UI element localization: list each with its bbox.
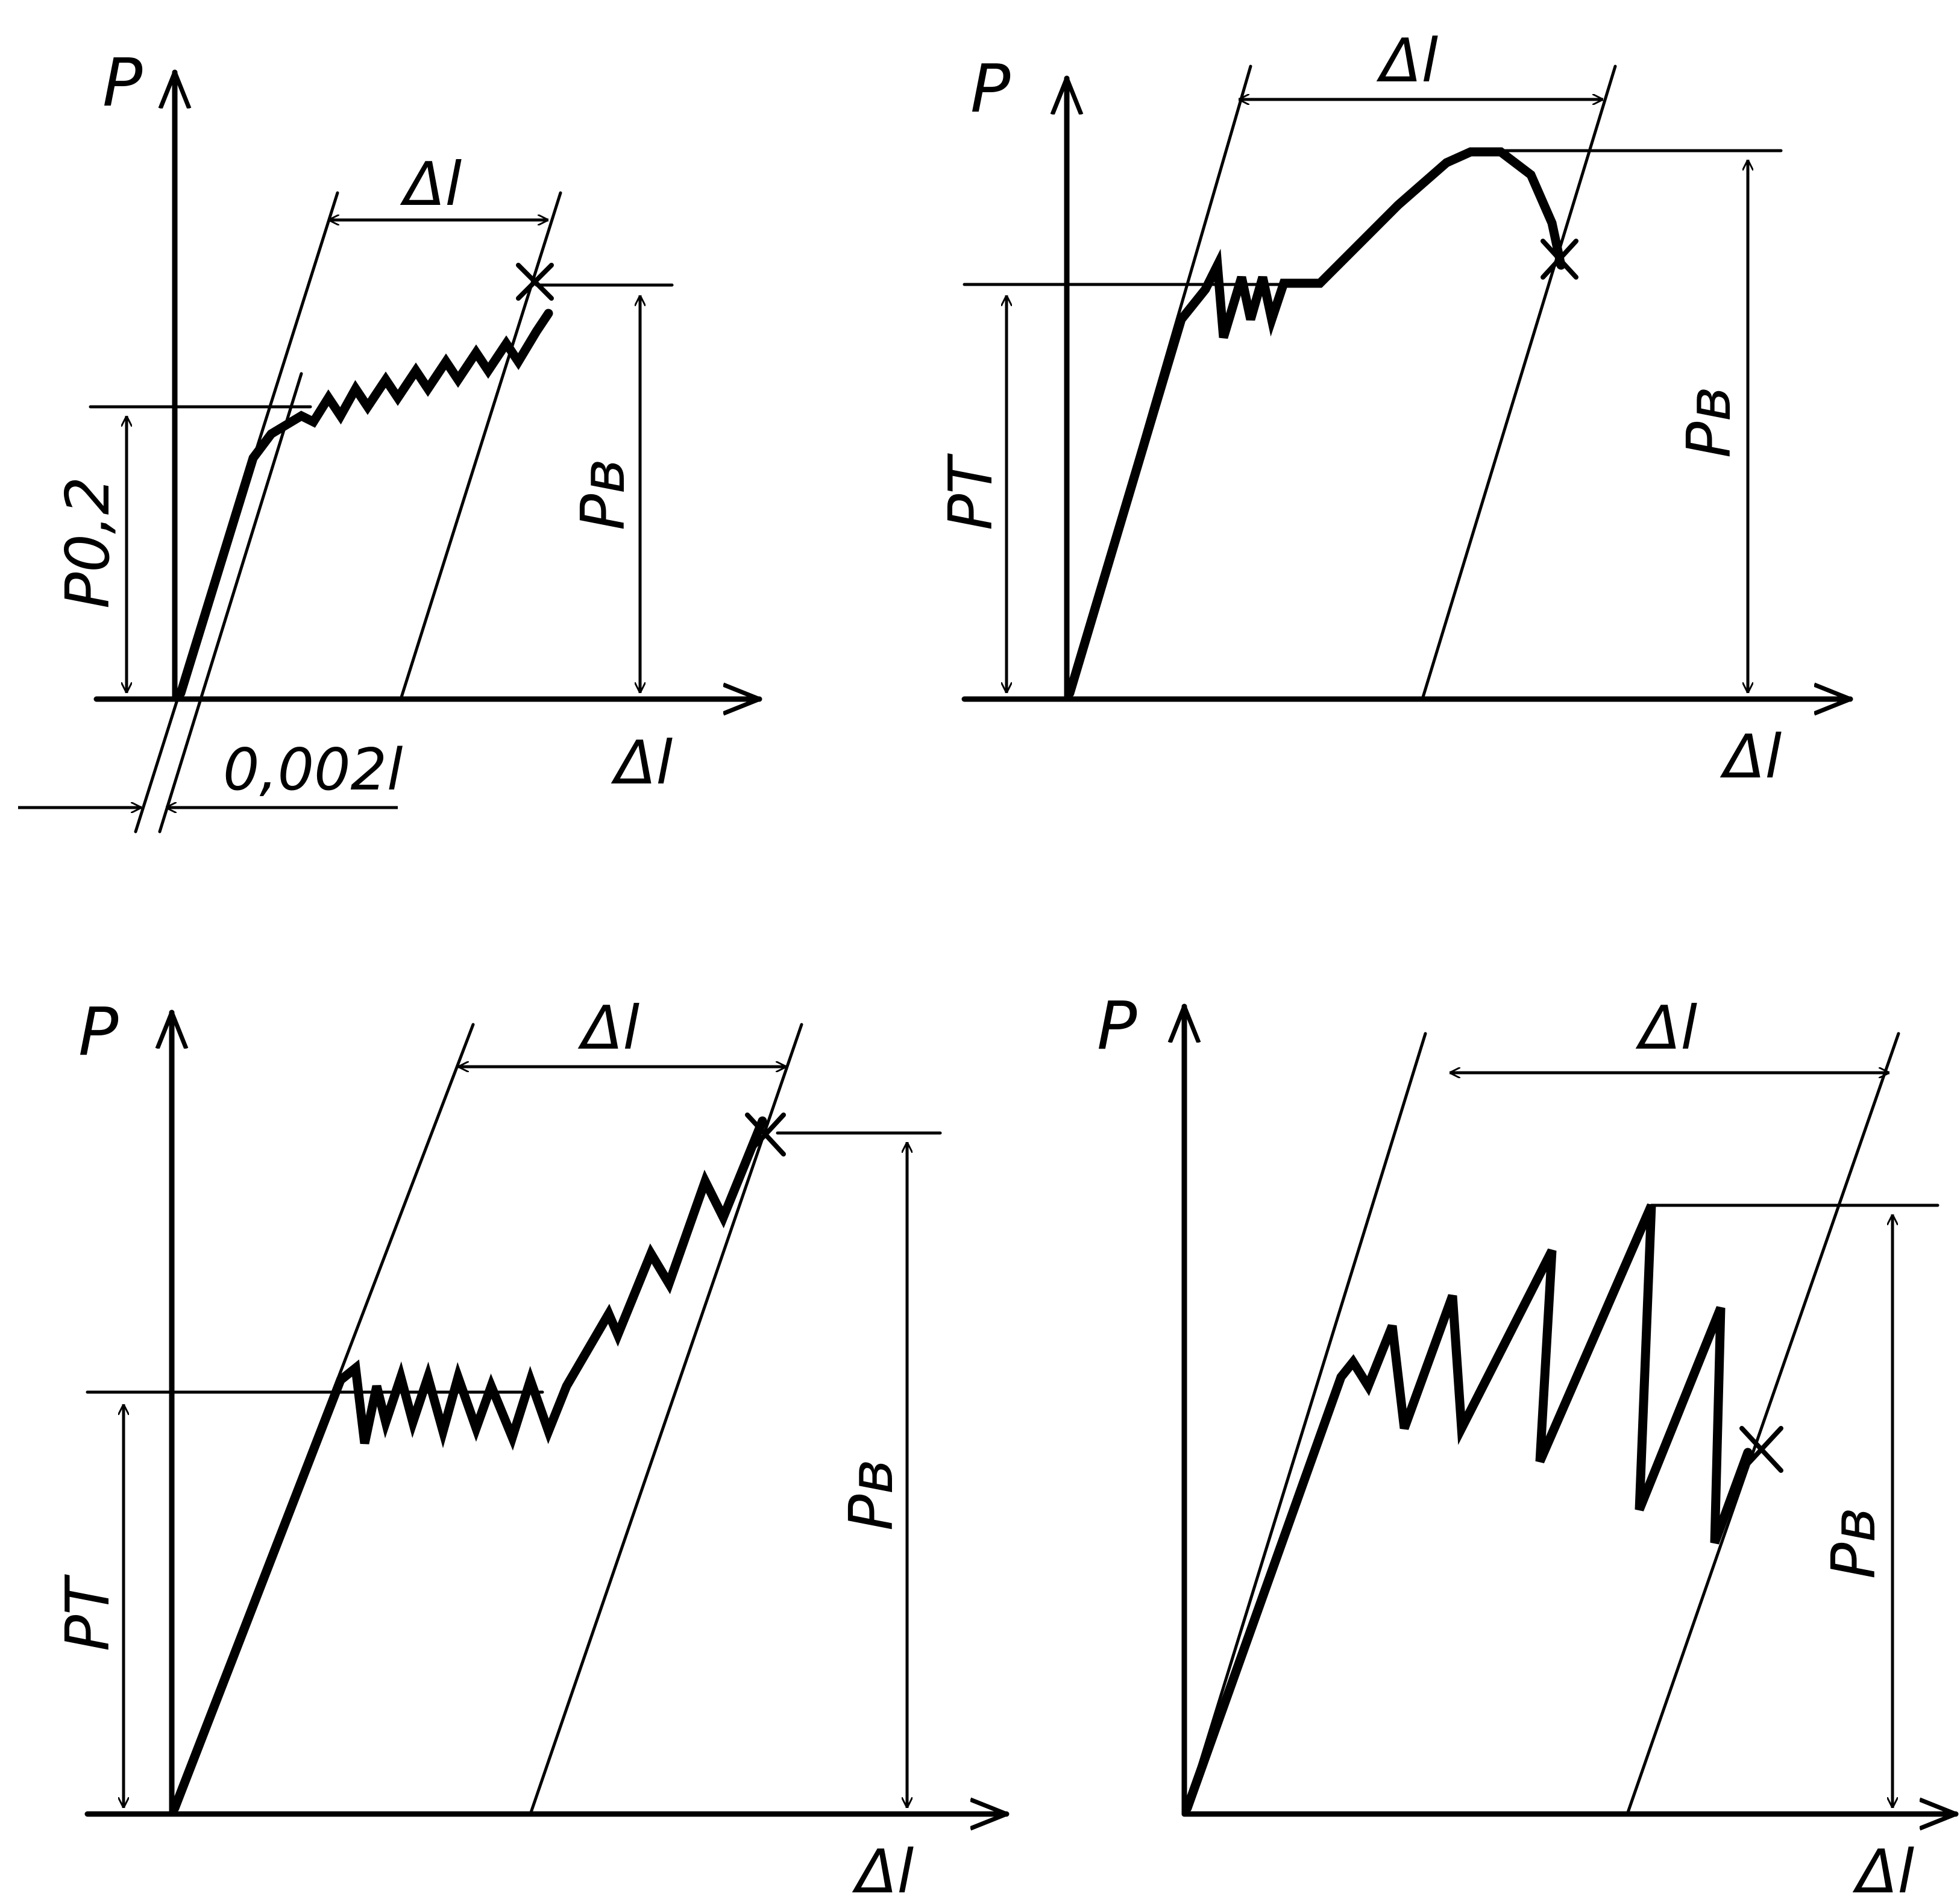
unloading-line: [529, 1023, 803, 1816]
max-load-label: Pв: [1818, 1507, 1889, 1579]
proof-load-label: P0,2: [52, 477, 123, 609]
elongation-label: Δl: [400, 149, 462, 219]
y-axis-label: P: [78, 993, 119, 1070]
diagram-yield-point: P Δl PT Pв Δl: [935, 25, 1853, 792]
diagram-brittle-serrated: P Δl Pв Δl: [1097, 987, 1959, 1902]
load-curve: [170, 1116, 767, 1813]
diagram-serrated-yield: P Δl PT Pв Δl: [52, 993, 1010, 1902]
offset-label: 0,002l: [223, 737, 403, 803]
fracture-mark: [745, 1113, 786, 1157]
fracture-mark: [1739, 1426, 1783, 1473]
elongation-label: Δl: [1376, 25, 1438, 96]
load-curve: [1183, 1204, 1753, 1813]
elastic-line: [1183, 1032, 1427, 1816]
unloading-line: [1625, 1032, 1900, 1816]
yield-load-label: PT: [52, 1574, 123, 1651]
diagram-proof-stress: P Δl P0,2 Pв Δl 0,002l: [18, 44, 762, 833]
offset-line: [158, 372, 303, 833]
x-axis-label: Δl: [852, 1836, 914, 1902]
max-load-label: Pв: [836, 1459, 906, 1531]
max-load-label: Pв: [568, 459, 638, 530]
x-axis-label: Δl: [1852, 1836, 1914, 1902]
max-load-label: Pв: [1674, 386, 1744, 458]
elongation-label: Δl: [1635, 993, 1697, 1063]
fracture-mark: [516, 263, 554, 301]
y-axis-label: P: [970, 50, 1011, 127]
fracture-mark: [1541, 239, 1578, 280]
x-axis-label: Δl: [611, 727, 673, 798]
x-axis-label: Δl: [1720, 721, 1782, 792]
y-axis-label: P: [1097, 987, 1137, 1064]
unloading-line: [399, 191, 562, 701]
unloading-line: [1421, 64, 1617, 701]
load-curve: [1065, 147, 1566, 698]
elongation-label: Δl: [577, 993, 639, 1063]
y-axis-label: P: [102, 44, 143, 121]
yield-load-label: PT: [935, 453, 1006, 530]
load-curve: [176, 309, 553, 698]
